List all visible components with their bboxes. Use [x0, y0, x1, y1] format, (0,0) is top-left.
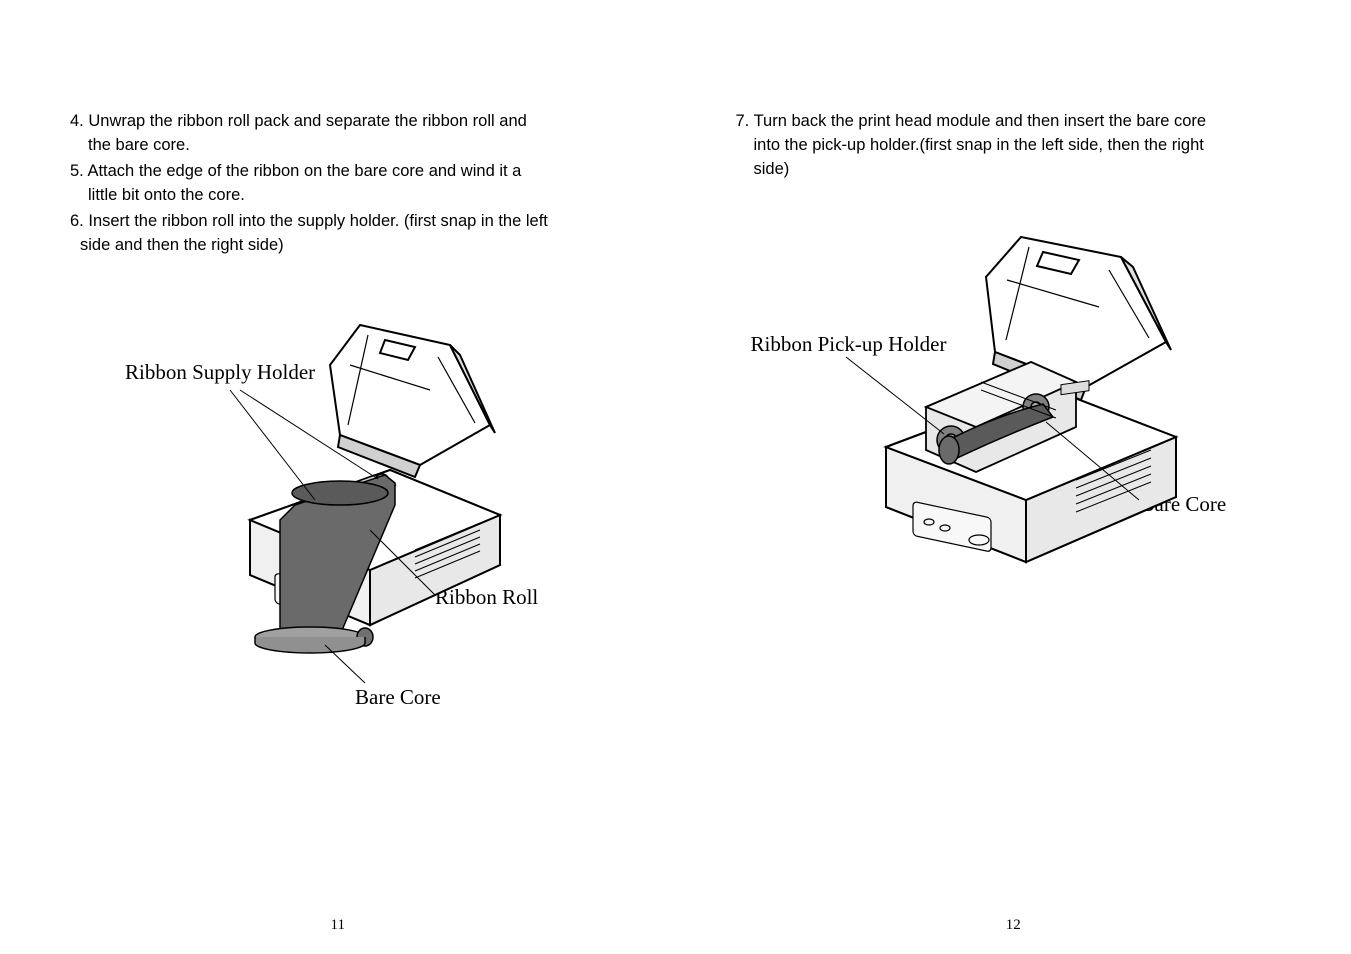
instruction-text: Turn back the print head module and then…: [754, 112, 1207, 130]
document-spread: 4. Unwrap the ribbon roll pack and separ…: [0, 0, 1351, 954]
printer-illustration-right-icon: [831, 222, 1221, 602]
instruction-number: 5.: [70, 162, 84, 180]
instruction-text: Insert the ribbon roll into the supply h…: [88, 212, 548, 230]
page-number-left: 11: [331, 917, 345, 934]
instruction-text: Attach the edge of the ribbon on the bar…: [87, 162, 521, 180]
printer-illustration-icon: [190, 305, 530, 705]
instruction-number: 6.: [70, 212, 84, 230]
figure-right: Ribbon Pick-up Holder Bare Core: [736, 212, 1292, 612]
figure-left: Ribbon Supply Holder Ribbon Roll Bare Co…: [70, 300, 616, 730]
page-left: 4. Unwrap the ribbon roll pack and separ…: [0, 0, 676, 954]
instruction-text-cont: into the pick-up holder.(first snap in t…: [736, 134, 1292, 158]
instruction-text-cont: the bare core.: [70, 134, 616, 158]
instruction-7: 7. Turn back the print head module and t…: [736, 110, 1292, 182]
instruction-text-cont: side and then the right side): [70, 234, 616, 258]
instruction-text: Unwrap the ribbon roll pack and separate…: [88, 112, 526, 130]
page-number-right: 12: [1006, 917, 1021, 934]
instruction-4: 4. Unwrap the ribbon roll pack and separ…: [70, 110, 616, 158]
instruction-text-cont2: side): [736, 158, 1292, 182]
instruction-5: 5. Attach the edge of the ribbon on the …: [70, 160, 616, 208]
instruction-number: 7.: [736, 112, 750, 130]
instruction-6: 6. Insert the ribbon roll into the suppl…: [70, 210, 616, 258]
instruction-text-cont: little bit onto the core.: [70, 184, 616, 208]
page-right: 7. Turn back the print head module and t…: [676, 0, 1351, 954]
instruction-number: 4.: [70, 112, 84, 130]
